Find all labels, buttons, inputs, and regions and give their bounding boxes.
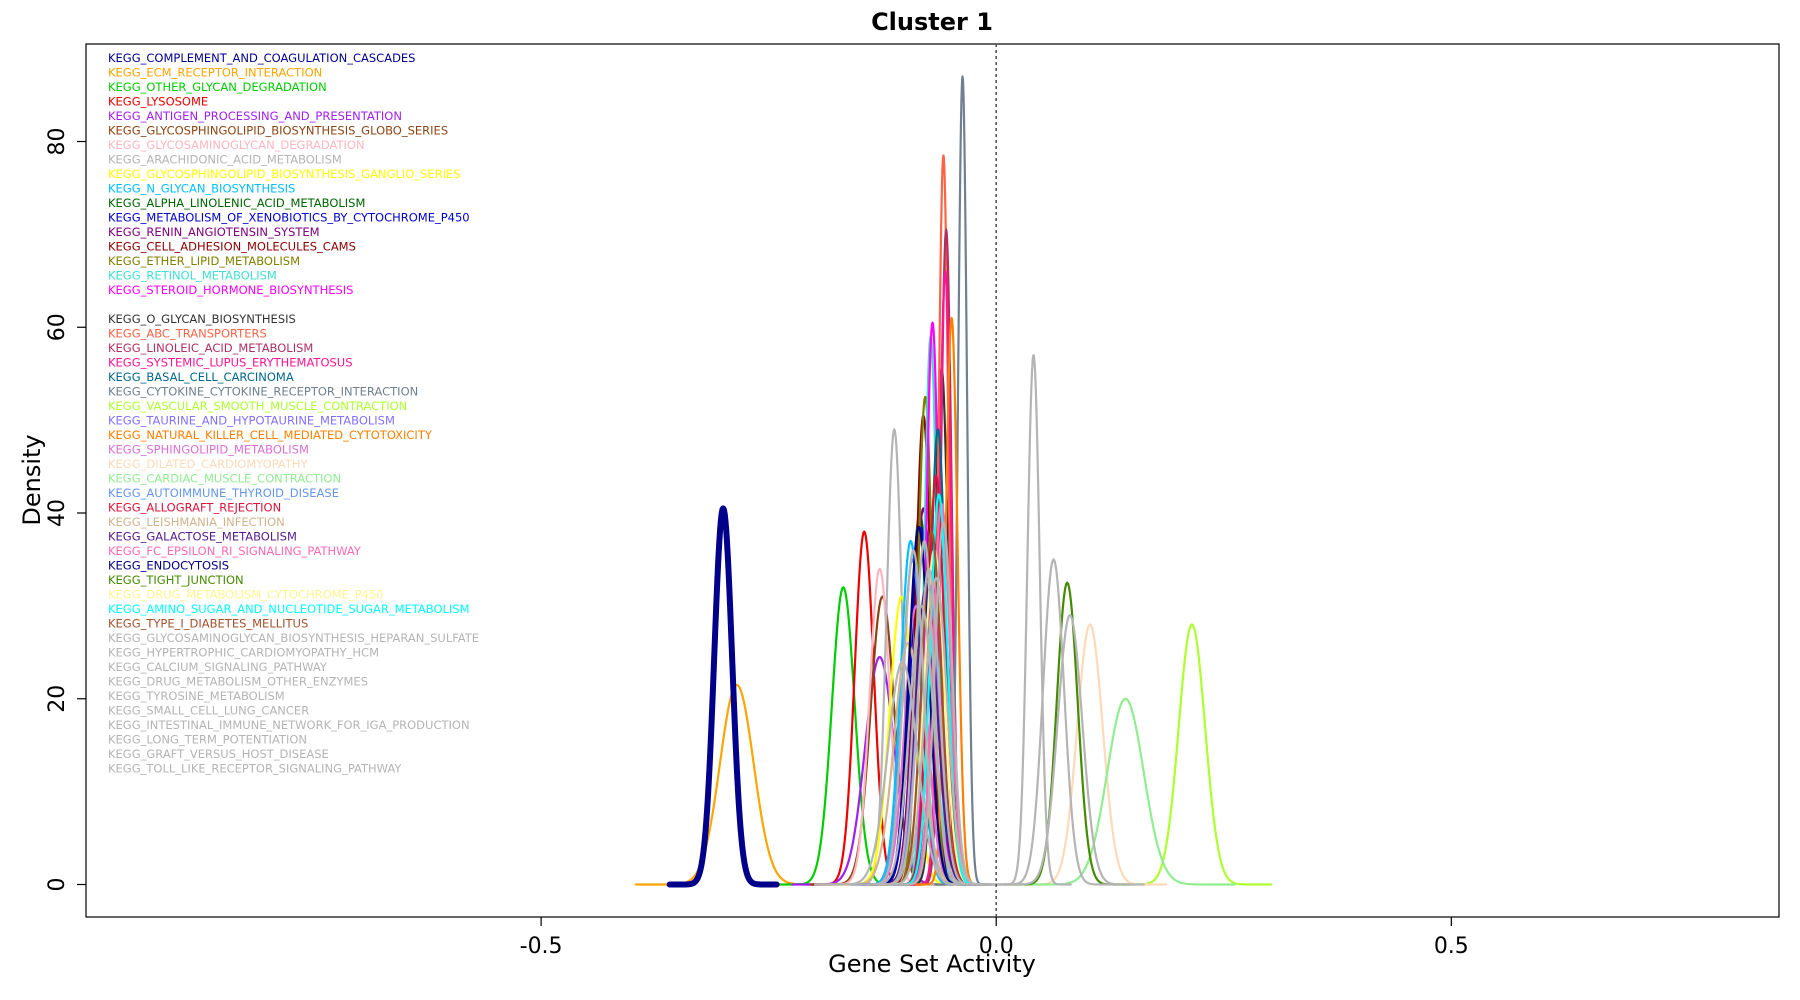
- legend-entry: KEGG_ECM_RECEPTOR_INTERACTION: [108, 66, 322, 80]
- legend-entry: KEGG_INTESTINAL_IMMUNE_NETWORK_FOR_IGA_P…: [108, 718, 470, 732]
- x-tick-label: 0.0: [979, 934, 1014, 959]
- density-curve-42: [995, 614, 1145, 886]
- legend-entry: KEGG_SMALL_CELL_LUNG_CANCER: [108, 704, 309, 718]
- legend-entry: KEGG_GLYCOSAMINOGLYCAN_BIOSYNTHESIS_HEPA…: [108, 631, 479, 645]
- legend-entry: KEGG_STEROID_HORMONE_BIOSYNTHESIS: [108, 283, 353, 297]
- legend-entry: KEGG_GALACTOSE_METABOLISM: [108, 530, 297, 544]
- legend-entry: KEGG_TYPE_I_DIABETES_MELLITUS: [108, 617, 308, 631]
- density-curve-1: [666, 505, 780, 888]
- x-axis: -0.5 0.0 0.5: [520, 917, 1469, 959]
- legend-entry: KEGG_AUTOIMMUNE_THYROID_DISEASE: [108, 486, 339, 500]
- density-curves: [634, 75, 1273, 888]
- plot-frame: [85, 43, 1780, 918]
- x-tick-label: 0.5: [1434, 934, 1469, 959]
- legend-entry: KEGG_TIGHT_JUNCTION: [108, 573, 244, 587]
- legend-entry: KEGG_AMINO_SUGAR_AND_NUCLEOTIDE_SUGAR_ME…: [108, 602, 470, 616]
- legend-entry: KEGG_ALPHA_LINOLENIC_ACID_METABOLISM: [108, 196, 365, 210]
- legend: KEGG_COMPLEMENT_AND_COAGULATION_CASCADES…: [108, 51, 479, 776]
- legend-entry: KEGG_TYROSINE_METABOLISM: [108, 689, 285, 703]
- legend-entry: KEGG_LONG_TERM_POTENTIATION: [108, 733, 307, 747]
- legend-entry: KEGG_HYPERTROPHIC_CARDIOMYOPATHY_HCM: [108, 646, 379, 660]
- y-axis: 0 20 40 60 80: [45, 128, 86, 891]
- legend-entry: KEGG_SYSTEMIC_LUPUS_ERYTHEMATOSUS: [108, 356, 353, 370]
- y-tick-label: 0: [45, 877, 70, 891]
- legend-entry: KEGG_CALCIUM_SIGNALING_PATHWAY: [108, 660, 328, 674]
- legend-entry: KEGG_GLYCOSPHINGOLIPID_BIOSYNTHESIS_GANG…: [108, 167, 461, 181]
- density-curve-28: [1012, 623, 1168, 886]
- chart-title: Cluster 1: [871, 8, 993, 36]
- y-tick-label: 60: [45, 313, 70, 341]
- density-curve-24: [1111, 623, 1273, 886]
- legend-entry: KEGG_RENIN_ANGIOTENSIN_SYSTEM: [108, 225, 320, 239]
- density-curve-29: [1015, 697, 1236, 886]
- legend-entry: KEGG_CARDIAC_MUSCLE_CONTRACTION: [108, 472, 341, 486]
- legend-entry: KEGG_ETHER_LIPID_METABOLISM: [108, 254, 300, 268]
- y-tick-label: 80: [45, 128, 70, 156]
- legend-entry: KEGG_VASCULAR_SMOOTH_MUSCLE_CONTRACTION: [108, 399, 407, 413]
- legend-entry: KEGG_O_GLYCAN_BIOSYNTHESIS: [108, 312, 296, 326]
- legend-entry: KEGG_LEISHMANIA_INFECTION: [108, 515, 285, 529]
- legend-entry: KEGG_CELL_ADHESION_MOLECULES_CAMS: [108, 240, 356, 254]
- legend-entry: KEGG_DRUG_METABOLISM_CYTOCHROME_P450: [108, 588, 383, 602]
- legend-entry: KEGG_DILATED_CARDIOMYOPATHY: [108, 457, 309, 471]
- y-tick-label: 20: [45, 685, 70, 713]
- legend-entry: KEGG_GRAFT_VERSUS_HOST_DISEASE: [108, 747, 329, 761]
- legend-entry: KEGG_DRUG_METABOLISM_OTHER_ENZYMES: [108, 675, 368, 689]
- legend-entry: KEGG_ENDOCYTOSIS: [108, 559, 229, 573]
- density-curve-49: [890, 521, 997, 886]
- legend-entry: KEGG_LYSOSOME: [108, 95, 208, 109]
- legend-entry: KEGG_TOLL_LIKE_RECEPTOR_SIGNALING_PATHWA…: [108, 762, 402, 776]
- legend-entry: KEGG_NATURAL_KILLER_CELL_MEDIATED_CYTOTO…: [108, 428, 433, 442]
- legend-entry: KEGG_GLYCOSPHINGOLIPID_BIOSYNTHESIS_GLOB…: [108, 124, 448, 138]
- x-tick-label: -0.5: [520, 934, 563, 959]
- legend-entry: KEGG_GLYCOSAMINOGLYCAN_DEGRADATION: [108, 138, 365, 152]
- y-axis-title: Density: [18, 434, 46, 525]
- legend-entry: KEGG_RETINOL_METABOLISM: [108, 269, 277, 283]
- density-curve-41: [989, 558, 1118, 886]
- legend-entry: KEGG_ABC_TRANSPORTERS: [108, 327, 267, 341]
- legend-entry: KEGG_CYTOKINE_CYTOKINE_RECEPTOR_INTERACT…: [108, 385, 418, 399]
- legend-entry: KEGG_ARACHIDONIC_ACID_METABOLISM: [108, 153, 342, 167]
- legend-entry: KEGG_METABOLISM_OF_XENOBIOTICS_BY_CYTOCH…: [108, 211, 470, 225]
- legend-entry: KEGG_ANTIGEN_PROCESSING_AND_PRESENTATION: [108, 109, 402, 123]
- legend-entry: KEGG_COMPLEMENT_AND_COAGULATION_CASCADES: [108, 51, 416, 65]
- legend-entry: KEGG_BASAL_CELL_CARCINOMA: [108, 370, 294, 384]
- legend-entry: KEGG_N_GLYCAN_BIOSYNTHESIS: [108, 182, 295, 196]
- density-curve-48: [865, 539, 983, 886]
- legend-entry: KEGG_SPHINGOLIPID_METABOLISM: [108, 443, 309, 457]
- legend-entry: KEGG_OTHER_GLYCAN_DEGRADATION: [108, 80, 327, 94]
- legend-entry: KEGG_ALLOGRAFT_REJECTION: [108, 501, 281, 515]
- x-axis-title: Gene Set Activity: [828, 950, 1036, 978]
- y-tick-label: 40: [45, 499, 70, 527]
- legend-entry: KEGG_TAURINE_AND_HYPOTAURINE_METABOLISM: [108, 414, 395, 428]
- legend-entry: KEGG_LINOLEIC_ACID_METABOLISM: [108, 341, 313, 355]
- legend-entry: KEGG_FC_EPSILON_RI_SIGNALING_PATHWAY: [108, 544, 362, 558]
